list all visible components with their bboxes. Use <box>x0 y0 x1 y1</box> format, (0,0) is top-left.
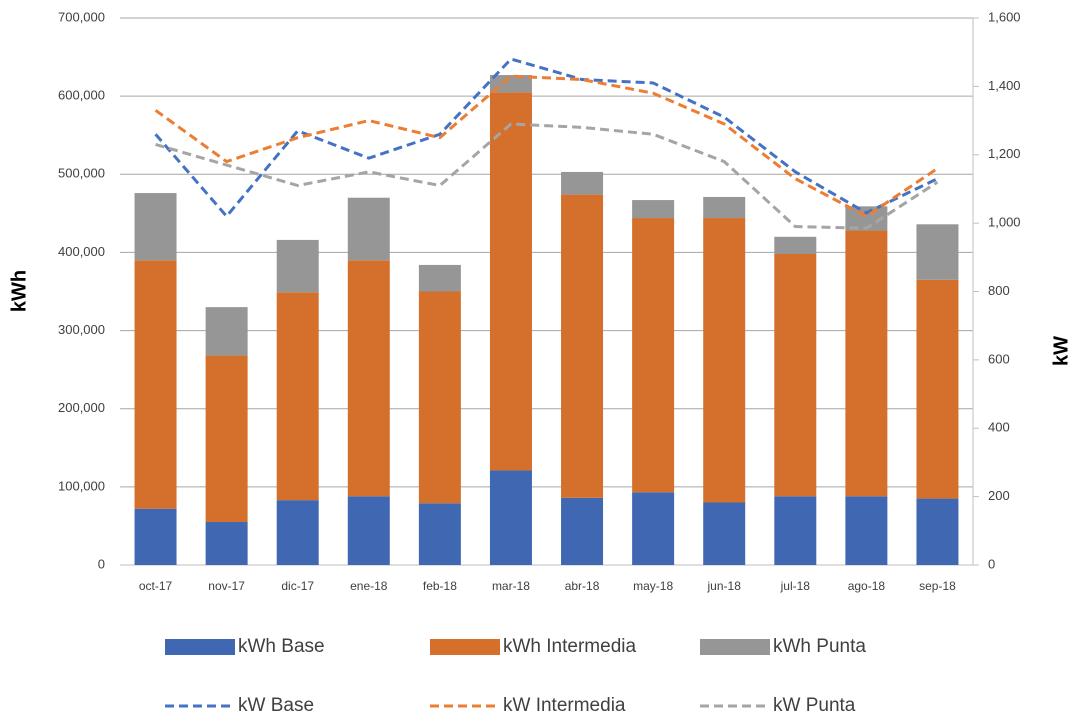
x-tick-label: may-18 <box>633 579 673 593</box>
bar <box>774 496 817 565</box>
bar <box>489 92 532 471</box>
x-tick-label: sep-18 <box>919 579 956 593</box>
bar <box>561 171 604 195</box>
bar <box>774 253 817 497</box>
legend-swatch <box>430 639 500 655</box>
x-tick-label: ago-18 <box>848 579 886 593</box>
y-tick-label: 700,000 <box>58 9 105 24</box>
y2-tick-label: 1,400 <box>988 78 1021 93</box>
y-tick-label: 600,000 <box>58 88 105 103</box>
bar <box>561 497 604 565</box>
y2-tick-label: 1,200 <box>988 146 1021 161</box>
bar <box>276 292 319 501</box>
y2-tick-label: 800 <box>988 283 1010 298</box>
legend-label: kWh Intermedia <box>503 636 636 657</box>
bar <box>489 75 532 93</box>
line <box>154 57 939 219</box>
y2-axis-title: kW <box>1050 336 1072 366</box>
y2-tick-label: 1,000 <box>988 215 1021 230</box>
bar <box>845 230 888 497</box>
legend-label: kWh Punta <box>773 636 866 657</box>
legend-label: kW Punta <box>773 695 856 716</box>
bar <box>347 260 390 497</box>
bar <box>276 500 319 565</box>
y-tick-label: 200,000 <box>58 400 105 415</box>
legend-swatch <box>700 639 770 655</box>
legend-label: kWh Base <box>238 636 325 657</box>
bar <box>276 239 319 293</box>
y-tick-label: 300,000 <box>58 322 105 337</box>
line <box>155 122 939 230</box>
bar <box>561 194 604 498</box>
bar <box>205 522 248 565</box>
bar <box>632 218 675 493</box>
bar <box>134 193 177 261</box>
bar <box>205 307 248 356</box>
x-tick-label: oct-17 <box>139 579 173 593</box>
x-tick-label: jun-18 <box>707 579 742 593</box>
x-tick-label: mar-18 <box>492 579 530 593</box>
x-tick-label: nov-17 <box>208 579 245 593</box>
bar <box>489 470 532 565</box>
bar <box>418 503 461 565</box>
x-tick-label: jul-18 <box>780 579 811 593</box>
legend-label: kW Base <box>238 695 314 716</box>
bar <box>632 492 675 565</box>
bar <box>774 236 817 254</box>
y-tick-label: 500,000 <box>58 166 105 181</box>
y-tick-label: 0 <box>98 556 105 571</box>
legend-swatch <box>165 639 235 655</box>
bar <box>134 508 177 565</box>
y2-tick-label: 0 <box>988 556 995 571</box>
bar <box>134 260 177 509</box>
bar <box>703 196 746 219</box>
bar <box>418 264 461 292</box>
legend-label: kW Intermedia <box>503 695 626 716</box>
y-tick-label: 400,000 <box>58 244 105 259</box>
y-tick-label: 100,000 <box>58 478 105 493</box>
y2-tick-label: 400 <box>988 420 1010 435</box>
y2-tick-label: 600 <box>988 351 1010 366</box>
bar <box>703 218 746 503</box>
x-tick-label: feb-18 <box>423 579 457 593</box>
bar <box>632 200 675 219</box>
bar <box>347 197 390 261</box>
y2-tick-label: 1,600 <box>988 9 1021 24</box>
y2-tick-label: 200 <box>988 488 1010 503</box>
y-axis-title: kWh <box>8 270 30 312</box>
bar <box>347 496 390 565</box>
bar <box>205 355 248 523</box>
x-tick-label: dic-17 <box>281 579 314 593</box>
bar <box>418 291 461 504</box>
bar <box>916 224 959 280</box>
bar <box>703 502 746 565</box>
bar <box>916 498 959 565</box>
line <box>154 74 939 219</box>
x-tick-label: ene-18 <box>350 579 388 593</box>
x-tick-label: abr-18 <box>565 579 600 593</box>
bar <box>916 279 959 499</box>
bar <box>845 496 888 565</box>
